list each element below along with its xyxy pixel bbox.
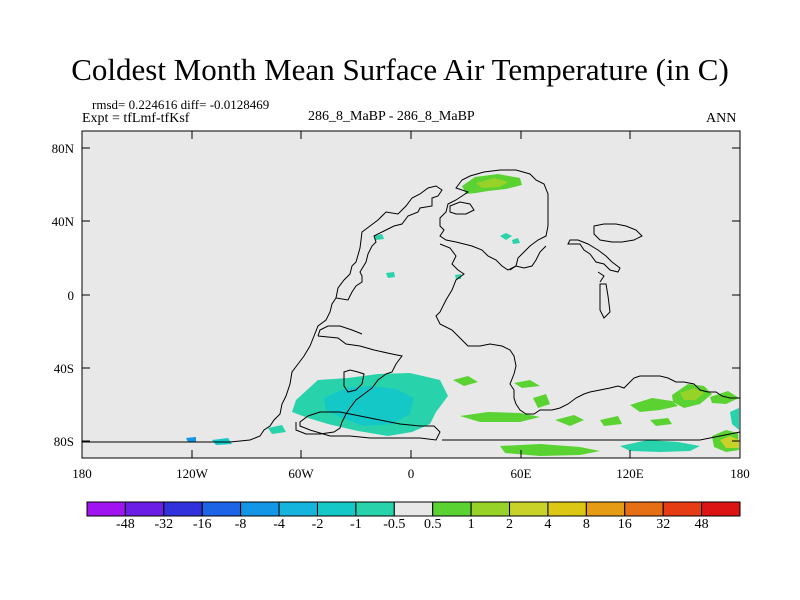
colorbar-swatch bbox=[278, 501, 318, 517]
colorbar-swatch bbox=[701, 501, 741, 517]
xtick-180e: 180 bbox=[730, 466, 750, 481]
experiment-label: Expt = tfLmf-tfKsf bbox=[82, 111, 190, 126]
colorbar-swatch bbox=[509, 501, 549, 517]
colorbar bbox=[86, 501, 741, 517]
colorbar-swatch bbox=[355, 501, 395, 517]
colorbar-label: 2 bbox=[506, 517, 513, 532]
rmsd-stats: rmsd= 0.224616 diff= -0.0128469 bbox=[92, 97, 270, 112]
case-label: 286_8_MaBP - 286_8_MaBP bbox=[308, 109, 475, 124]
xtick-0: 0 bbox=[407, 466, 415, 481]
colorbar-label: 16 bbox=[617, 517, 632, 532]
colorbar-label: 1 bbox=[467, 517, 475, 532]
colorbar-label: -16 bbox=[192, 517, 212, 532]
tick-marks bbox=[81, 131, 741, 458]
colorbar-swatch bbox=[432, 501, 472, 517]
colorbar-swatch bbox=[86, 501, 126, 517]
colorbar-label: 8 bbox=[582, 517, 590, 532]
colorbar-swatch bbox=[240, 501, 280, 517]
colorbar-swatch bbox=[124, 501, 165, 517]
map-title: Coldest Month Mean Surface Air Temperatu… bbox=[71, 52, 729, 87]
ytick-80s: 80S bbox=[53, 434, 74, 449]
colorbar-label: -32 bbox=[154, 517, 174, 532]
colorbar-label: -1 bbox=[350, 517, 362, 532]
coastlines bbox=[82, 169, 741, 443]
positive-anomaly-patches bbox=[453, 174, 739, 456]
xtick-120w: 120W bbox=[176, 466, 208, 481]
colorbar-swatch bbox=[470, 501, 511, 517]
xtick-120e: 120E bbox=[616, 466, 644, 481]
ytick-0: 0 bbox=[67, 288, 75, 303]
colorbar-label: 48 bbox=[694, 517, 709, 532]
colorbar-swatch bbox=[393, 501, 434, 517]
colorbar-label: -0.5 bbox=[383, 517, 406, 532]
xtick-60w: 60W bbox=[288, 466, 314, 481]
colorbar-label: -4 bbox=[273, 517, 285, 532]
ytick-80n: 80N bbox=[51, 141, 74, 156]
colorbar-label: 4 bbox=[544, 517, 552, 532]
colorbar-label: 32 bbox=[656, 517, 671, 532]
season-label: ANN bbox=[706, 111, 737, 126]
colorbar-swatch bbox=[316, 501, 357, 517]
ytick-40s: 40S bbox=[53, 361, 74, 376]
ytick-40n: 40N bbox=[51, 214, 74, 229]
xtick-180w: 180 bbox=[72, 466, 92, 481]
colorbar-swatch bbox=[624, 501, 664, 517]
colorbar-swatch bbox=[547, 501, 587, 517]
colorbar-label: -48 bbox=[116, 517, 135, 532]
negative-anomaly-patches bbox=[186, 233, 739, 452]
colorbar-swatch bbox=[662, 501, 703, 517]
colorbar-label: 0.5 bbox=[423, 517, 442, 532]
colorbar-swatch bbox=[585, 501, 626, 517]
colorbar-label: -2 bbox=[311, 517, 324, 532]
colorbar-label: -8 bbox=[234, 517, 247, 532]
colorbar-swatch bbox=[201, 501, 242, 517]
xtick-60e: 60E bbox=[510, 466, 532, 481]
colorbar-swatch bbox=[163, 501, 203, 517]
